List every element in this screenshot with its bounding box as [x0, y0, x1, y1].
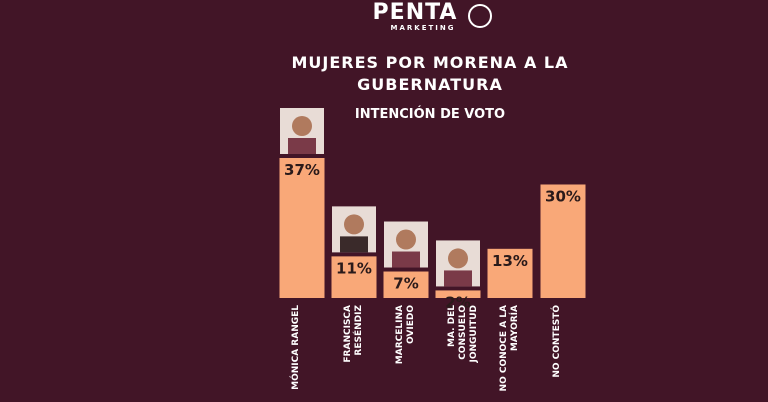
photo-body	[444, 270, 472, 287]
photo-face	[396, 229, 416, 250]
category-label: FRANCISCA RESÉNDIZ	[343, 305, 364, 363]
photo-face	[292, 116, 312, 136]
category-label: NO CONOCE A LA MAYORÍA	[499, 305, 520, 392]
category-label: MA. DEL CONSUELO JONGUITUD	[447, 305, 479, 363]
logo-globe	[468, 4, 492, 28]
bar	[487, 248, 533, 298]
bar	[279, 158, 325, 298]
category-label: MÓNICA RANGEL	[291, 305, 301, 390]
brand-tagline: MARKETING	[390, 24, 456, 32]
bar	[435, 290, 481, 298]
bar	[331, 256, 377, 298]
photo-face	[448, 248, 468, 269]
value-label: 30%	[545, 187, 581, 205]
value-label: 37%	[284, 161, 320, 179]
category-label: MARCELINA OVIEDO	[395, 305, 416, 365]
photo-body	[288, 138, 316, 154]
brand-name: PENTA	[372, 0, 458, 25]
photo-body	[392, 251, 420, 268]
bar	[383, 271, 429, 298]
value-label: 11%	[336, 259, 372, 277]
chart-title: MUJERES POR MORENA A LA GUBERNATURA	[291, 53, 569, 94]
chart-subtitle: INTENCIÓN DE VOTO	[354, 107, 506, 122]
value-label: 13%	[492, 252, 528, 270]
bar	[540, 184, 586, 298]
photo-body	[340, 236, 368, 253]
category-label: NO CONTESTÓ	[552, 305, 562, 378]
photo-face	[344, 214, 364, 235]
value-label: 7%	[393, 275, 418, 293]
value-label: 2%	[445, 293, 470, 311]
